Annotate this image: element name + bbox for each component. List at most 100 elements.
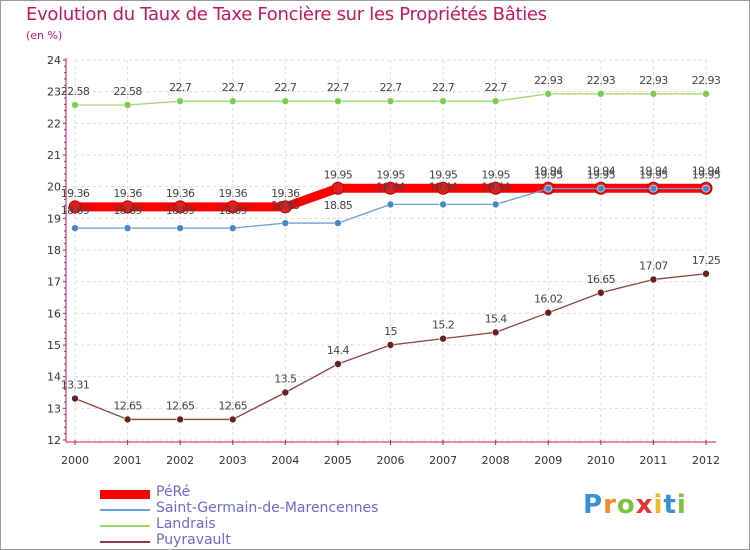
logo-letter: o bbox=[616, 490, 636, 520]
data-label: 19.95 bbox=[692, 168, 721, 181]
data-point bbox=[386, 200, 395, 209]
logo-letter: i bbox=[676, 490, 687, 520]
data-label: 18.85 bbox=[271, 199, 300, 212]
data-point bbox=[702, 184, 710, 193]
data-label: 22.93 bbox=[639, 74, 668, 87]
legend-label: Puyravault bbox=[156, 532, 231, 548]
data-point bbox=[702, 269, 710, 278]
data-label: 12.65 bbox=[113, 399, 142, 412]
data-label: 22.58 bbox=[61, 85, 90, 98]
data-label: 18.69 bbox=[166, 204, 195, 217]
data-label: 19.44 bbox=[429, 180, 458, 193]
x-tick-label: 2008 bbox=[482, 454, 510, 467]
data-point bbox=[439, 200, 447, 209]
data-label: 19.94 bbox=[587, 165, 616, 178]
data-point bbox=[71, 394, 79, 403]
data-point bbox=[228, 97, 237, 105]
x-tick-label: 2006 bbox=[377, 454, 405, 467]
x-tick-label: 2005 bbox=[324, 454, 352, 467]
logo-letter: x bbox=[635, 490, 654, 520]
data-label: 17.25 bbox=[692, 254, 721, 267]
data-label: 15.2 bbox=[432, 319, 454, 332]
data-label: 12.65 bbox=[166, 399, 195, 412]
data-label: 22.7 bbox=[379, 81, 402, 94]
data-label: 19.36 bbox=[61, 187, 90, 200]
data-label: 15 bbox=[384, 325, 397, 338]
data-point bbox=[649, 275, 658, 284]
data-point bbox=[597, 184, 605, 193]
data-label: 22.7 bbox=[327, 81, 350, 94]
data-label: 19.36 bbox=[166, 187, 195, 200]
data-point bbox=[176, 97, 184, 105]
data-label: 19.94 bbox=[692, 165, 721, 178]
data-point bbox=[544, 90, 553, 98]
data-label: 22.93 bbox=[534, 74, 563, 87]
y-tick-label: 16 bbox=[47, 307, 61, 320]
data-label: 19.95 bbox=[429, 168, 458, 181]
data-label: 22.7 bbox=[274, 81, 297, 94]
data-label: 19.95 bbox=[639, 168, 668, 181]
data-label: 14.4 bbox=[327, 344, 350, 357]
data-label: 19.95 bbox=[324, 168, 353, 181]
data-point bbox=[649, 184, 658, 193]
x-tick-label: 2007 bbox=[429, 454, 457, 467]
data-point bbox=[544, 184, 553, 193]
data-point bbox=[281, 388, 290, 397]
data-point bbox=[491, 97, 500, 105]
y-tick-label: 18 bbox=[47, 244, 61, 257]
data-point bbox=[71, 224, 79, 232]
data-label: 19.95 bbox=[587, 168, 616, 181]
data-point bbox=[228, 415, 237, 424]
data-label: 19.44 bbox=[481, 180, 510, 193]
legend-swatch bbox=[100, 509, 150, 511]
chart-subtitle: (en %) bbox=[26, 29, 63, 42]
legend-label: Saint-Germain-de-Marencennes bbox=[156, 500, 379, 516]
data-label: 13.5 bbox=[274, 373, 297, 386]
legend-label: Landrais bbox=[156, 516, 216, 532]
x-tick-label: 2002 bbox=[166, 454, 194, 467]
y-tick-label: 19 bbox=[47, 212, 61, 225]
data-point bbox=[384, 181, 397, 195]
data-label: 22.7 bbox=[485, 81, 508, 94]
data-label: 19.94 bbox=[534, 165, 563, 178]
logo-letter: i bbox=[653, 490, 664, 520]
logo-letter: r bbox=[603, 490, 617, 520]
data-label: 18.69 bbox=[61, 204, 90, 217]
data-point bbox=[489, 181, 503, 195]
y-tick-label: 13 bbox=[47, 402, 61, 415]
data-point bbox=[278, 200, 292, 214]
y-tick-label: 15 bbox=[47, 339, 61, 352]
legend-swatch bbox=[100, 525, 150, 527]
legend-swatch bbox=[100, 489, 150, 499]
legend-label: PéRé bbox=[156, 484, 191, 500]
data-point bbox=[436, 181, 450, 195]
data-point bbox=[176, 224, 184, 232]
data-label: 18.85 bbox=[324, 199, 353, 212]
x-tick-label: 2012 bbox=[692, 454, 720, 467]
data-label: 17.07 bbox=[639, 259, 668, 272]
data-point bbox=[649, 90, 658, 98]
data-point bbox=[176, 415, 184, 424]
data-point bbox=[702, 90, 710, 98]
data-label: 16.02 bbox=[534, 293, 563, 306]
data-label: 13.31 bbox=[61, 379, 90, 392]
data-label: 19.95 bbox=[481, 168, 510, 181]
line-chart: 12 13 14 15 16 17 18 19 20 21 22 23 24 2000 2001 2002 20… bbox=[47, 54, 721, 467]
x-tick-label: 2004 bbox=[271, 454, 299, 467]
data-point bbox=[121, 200, 135, 214]
y-tick-label: 12 bbox=[47, 434, 61, 447]
logo-letter: t bbox=[663, 490, 677, 520]
data-point bbox=[597, 288, 605, 297]
data-point bbox=[281, 219, 290, 227]
proxiti-logo: Proxiti bbox=[583, 490, 687, 520]
y-tick-label: 22 bbox=[47, 117, 61, 130]
data-label: 19.36 bbox=[271, 187, 300, 200]
data-label: 19.94 bbox=[639, 165, 668, 178]
y-tick-label: 23 bbox=[47, 86, 61, 99]
x-tick-label: 2010 bbox=[587, 454, 615, 467]
y-tick-label: 24 bbox=[47, 54, 61, 67]
chart-title: Evolution du Taux de Taxe Foncière sur l… bbox=[26, 4, 547, 25]
data-point bbox=[173, 200, 187, 214]
x-tick-label: 2009 bbox=[534, 454, 562, 467]
data-point bbox=[386, 341, 395, 349]
